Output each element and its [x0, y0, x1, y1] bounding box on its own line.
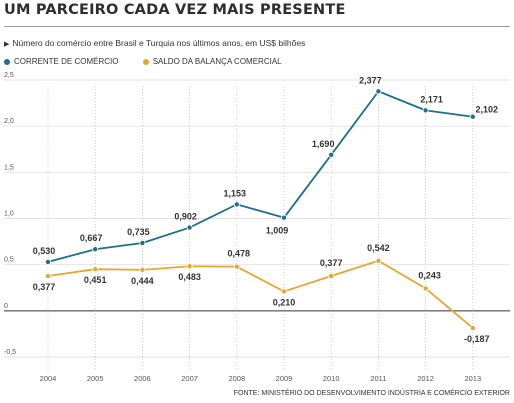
y-tick-label: 0,5: [4, 257, 14, 264]
data-label: 0,444: [131, 276, 154, 286]
y-tick-label: 2,5: [4, 72, 14, 79]
subtitle-text: Número do comércio entre Brasil e Turqui…: [12, 38, 306, 48]
data-label: 0,667: [80, 233, 103, 243]
data-label: 0,902: [174, 212, 197, 222]
x-tick-label: 2006: [134, 374, 151, 383]
data-point: [375, 88, 382, 95]
x-tick-label: 2004: [40, 374, 57, 383]
data-label: -0,187: [464, 334, 490, 344]
data-labels: 0,530 0,667 0,735 0,902 1,153 1,009 1,690 2,377…: [33, 75, 498, 344]
x-tick-label: 2005: [87, 374, 104, 383]
legend: CORRENTE DE COMÉRCIO SALDO DA BALANÇA CO…: [4, 57, 304, 67]
series: [45, 88, 476, 332]
data-label: 0,478: [228, 249, 251, 259]
chart-title: UM PARCEIRO CADA VEZ MAIS PRESENTE: [4, 2, 346, 18]
data-point: [45, 273, 52, 280]
data-point: [45, 258, 52, 265]
data-point: [186, 224, 193, 231]
data-point: [469, 113, 476, 120]
data-point: [280, 214, 287, 221]
chart-subtitle: ▶ Número do comércio entre Brasil e Turqu…: [4, 38, 305, 48]
data-label: 0,542: [367, 243, 390, 253]
data-label: 0,210: [273, 297, 296, 307]
data-label: 0,451: [84, 275, 107, 285]
x-tick-label: 2007: [181, 374, 198, 383]
y-tick-label: 0: [4, 303, 8, 310]
triangle-bullet-icon: ▶: [4, 41, 10, 48]
data-point: [92, 266, 99, 273]
data-label: 0,483: [178, 272, 201, 282]
data-label: 2,171: [420, 94, 443, 104]
legend-label: CORRENTE DE COMÉRCIO: [14, 57, 119, 66]
title-divider: [4, 26, 510, 27]
data-label: 1,153: [224, 188, 247, 198]
data-point: [186, 263, 193, 270]
legend-entry-corrente: CORRENTE DE COMÉRCIO: [4, 57, 118, 66]
x-tick-label: 2013: [464, 374, 481, 383]
x-tick-label: 2010: [323, 374, 340, 383]
axes: 2,5 2,0 1,5 1,0 0,5 0 -0,5 2004 2005 2006 2007 2008…: [4, 72, 481, 383]
data-label: 0,243: [418, 270, 441, 280]
data-label: 1,009: [266, 226, 289, 236]
data-point: [92, 246, 99, 253]
data-point: [328, 273, 335, 280]
data-point: [375, 257, 382, 264]
data-point: [422, 285, 429, 292]
data-point: [139, 266, 146, 273]
y-tick-label: 1,5: [4, 164, 14, 171]
data-point: [139, 239, 146, 246]
data-label: 0,735: [127, 227, 150, 237]
y-tick-label: 2,0: [4, 118, 14, 125]
data-point: [233, 263, 240, 270]
series-line: [47, 259, 474, 329]
x-tick-label: 2008: [228, 374, 245, 383]
data-point: [328, 151, 335, 158]
x-tick-label: 2011: [370, 374, 386, 383]
series-line: [47, 90, 473, 263]
x-tick-label: 2012: [417, 374, 434, 383]
data-label: 2,377: [359, 75, 382, 85]
data-point: [469, 325, 476, 332]
source-note: FONTE: MINISTÉRIO DO DESENVOLVIMENTO IND…: [233, 390, 510, 397]
data-point: [280, 288, 287, 295]
legend-dot-icon: [4, 58, 10, 65]
data-label: 1,690: [312, 139, 335, 149]
grid: [4, 79, 510, 370]
y-tick-label: -0,5: [4, 349, 16, 356]
legend-entry-saldo: SALDO DA BALANÇA COMERCIAL: [142, 57, 282, 66]
legend-label: SALDO DA BALANÇA COMERCIAL: [152, 57, 282, 66]
data-point: [233, 201, 240, 208]
data-label: 0,377: [33, 282, 56, 292]
legend-dot-icon: [142, 58, 149, 65]
x-tick-label: 2009: [276, 374, 293, 383]
data-label: 0,377: [320, 258, 343, 268]
data-label: 0,530: [33, 246, 56, 256]
data-label: 2,102: [476, 105, 499, 115]
data-point: [422, 107, 429, 114]
y-tick-label: 1,0: [4, 211, 14, 218]
